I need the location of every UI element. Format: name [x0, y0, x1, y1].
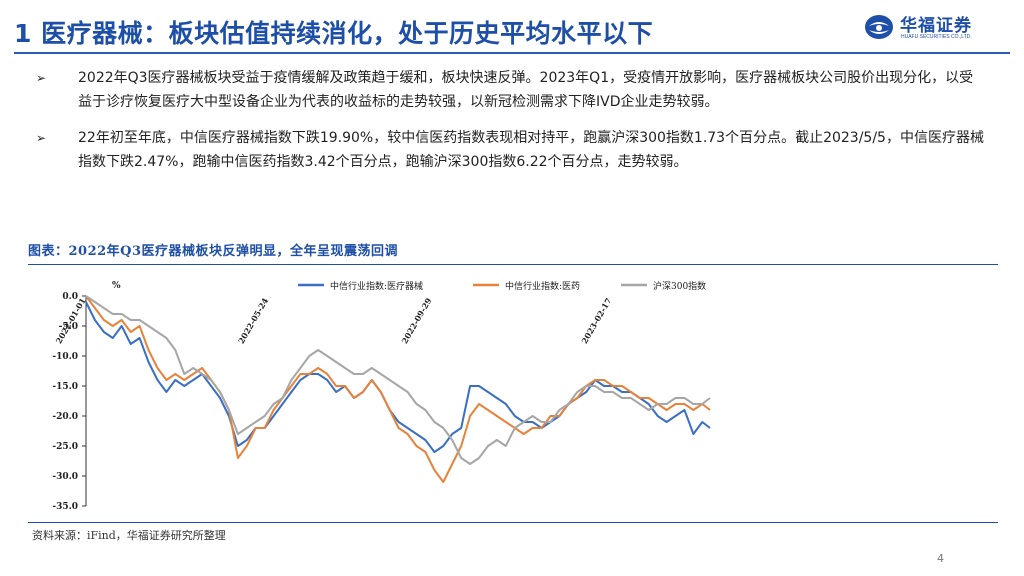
y-tick-label: -15.0	[52, 382, 78, 392]
bullet-text: 22年初至年底，中信医疗器械指数下跌19.90%，较中信医药指数表现相对持平，跑…	[78, 130, 984, 170]
x-tick-label: 2023-02-17	[579, 296, 613, 345]
y-tick-label: 0.0	[62, 292, 78, 302]
logo-text: 华福证券	[900, 16, 972, 36]
y-tick-label: -30.0	[52, 472, 78, 482]
bullet-list: ➢ 2022年Q3医疗器械板块受益于疫情缓解及政策趋于缓和，板块快速反弹。202…	[36, 66, 986, 186]
y-tick-label: -20.0	[52, 412, 78, 422]
huafu-logo-icon	[865, 15, 893, 39]
logo-subtext: HUAFU SECURITIES CO.,LTD.	[901, 34, 972, 40]
y-tick-label: -35.0	[52, 502, 78, 512]
source-note: 资料来源：iFind，华福证券研究所整理	[32, 529, 226, 542]
y-unit-label: %	[112, 281, 121, 291]
page-number: 4	[937, 552, 944, 565]
bullet-item: ➢ 2022年Q3医疗器械板块受益于疫情缓解及政策趋于缓和，板块快速反弹。202…	[36, 66, 986, 114]
y-tick-label: -25.0	[52, 442, 78, 452]
x-tick-label: 2022-01-01	[53, 296, 87, 345]
y-tick-label: -10.0	[52, 352, 78, 362]
bullet-item: ➢ 22年初至年底，中信医疗器械指数下跌19.90%，较中信医药指数表现相对持平…	[36, 126, 986, 174]
series-line	[85, 295, 711, 465]
bullet-arrow-icon: ➢	[36, 71, 47, 85]
series-line	[85, 301, 711, 453]
chart-title: 图表：2022年Q3医疗器械板块反弹明显，全年呈现震荡回调	[28, 244, 399, 259]
legend-label: 沪深300指数	[653, 280, 706, 292]
chart-bottom-rule	[28, 522, 998, 523]
series-line	[85, 295, 711, 483]
x-tick-label: 2022-09-29	[399, 296, 433, 346]
legend-label: 中信行业指数:医药	[505, 280, 580, 292]
title-divider	[14, 52, 1010, 54]
bullet-text: 2022年Q3医疗器械板块受益于疫情缓解及政策趋于缓和，板块快速反弹。2023年…	[78, 70, 974, 110]
chart-top-rule	[28, 264, 998, 265]
line-chart: 0.0 -5.0 -10.0 -15.0 -20.0 -25.0 -30.0 -35.0% 20…	[52, 280, 711, 512]
company-logo: 华福证券 HUAFU SECURITIES CO.,LTD.	[864, 10, 1014, 44]
page-title: 1 医疗器械：板块估值持续消化，处于历史平均水平以下	[14, 19, 654, 48]
y-tick-label: -5.0	[59, 322, 78, 332]
x-tick-label: 2022-05-24	[236, 296, 270, 346]
bullet-arrow-icon: ➢	[36, 131, 47, 145]
legend-label: 中信行业指数:医疗器械	[330, 280, 423, 292]
